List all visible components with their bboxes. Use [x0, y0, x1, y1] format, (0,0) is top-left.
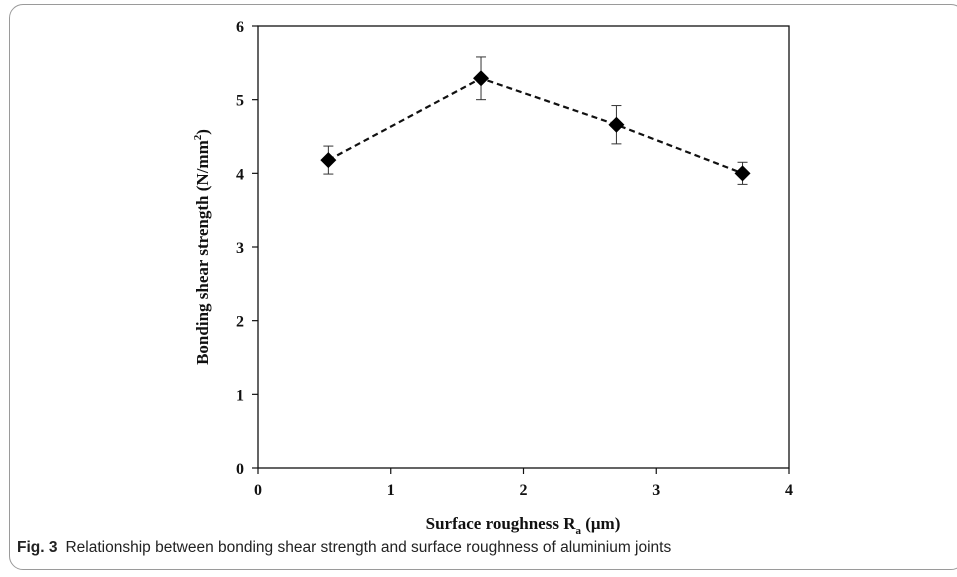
y-tick-label: 2: [236, 314, 244, 331]
data-point-diamond: [608, 116, 625, 133]
y-tick-label: 3: [236, 240, 244, 257]
x-tick-label: 0: [254, 482, 262, 499]
figure-label: Fig. 3: [17, 539, 58, 556]
y-tick-label: 6: [236, 19, 244, 36]
x-axis-title: Surface roughness Ra (μm): [426, 514, 621, 537]
figure-caption: Fig. 3 Relationship between bonding shear…: [17, 539, 947, 557]
y-tick-label: 0: [236, 461, 244, 478]
y-tick-label: 4: [236, 166, 244, 183]
caption-text: Relationship between bonding shear stren…: [65, 539, 672, 556]
series-line: [327, 77, 743, 175]
y-tick-label: 1: [236, 387, 244, 404]
x-tick-label: 3: [652, 482, 660, 499]
data-layer: [320, 56, 751, 185]
y-tick-label: 5: [236, 93, 244, 110]
y-axis-title: Bonding shear strength (N/mm2): [192, 129, 212, 365]
ticks-layer: 0 1 2 3 4 0 1 2 3 4 5 6: [236, 19, 793, 499]
figure-frame: [9, 4, 957, 570]
data-point-diamond: [473, 70, 490, 87]
x-tick-label: 1: [387, 482, 395, 499]
data-point-diamond: [320, 152, 337, 169]
x-tick-label: 2: [520, 482, 528, 499]
x-tick-label: 4: [785, 482, 793, 499]
plot-area: [257, 25, 790, 469]
data-point-diamond: [734, 165, 751, 182]
